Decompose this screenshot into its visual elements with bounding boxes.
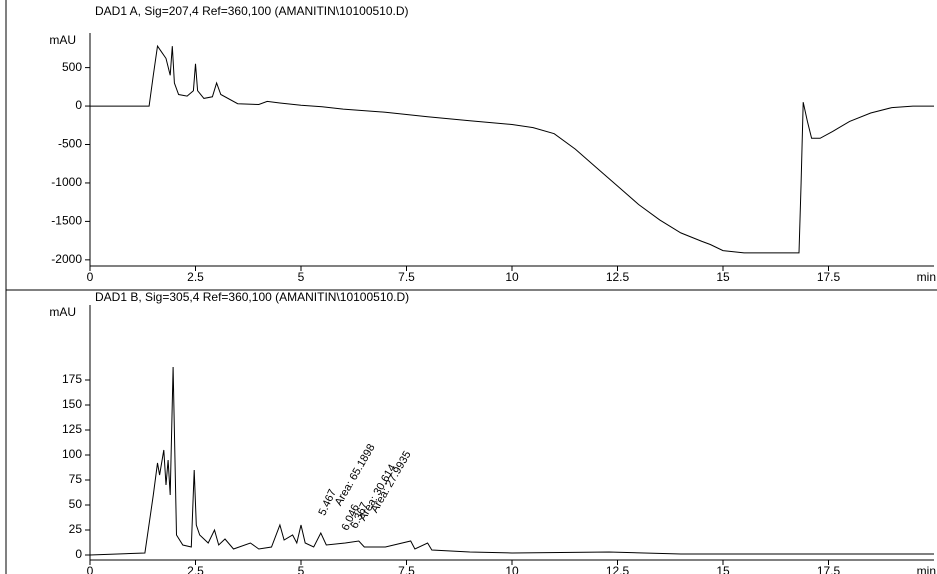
x-axis-label: min xyxy=(917,564,936,574)
chromatogram: DAD1 A, Sig=207,4 Ref=360,100 (AMANITIN\… xyxy=(0,0,937,574)
y-tick-label: 175 xyxy=(62,372,82,386)
chart-title: DAD1 B, Sig=305,4 Ref=360,100 (AMANITIN\… xyxy=(95,290,409,304)
x-tick-label: 7.5 xyxy=(398,564,415,574)
y-tick-label: -1000 xyxy=(51,175,82,189)
x-tick-label: 5 xyxy=(298,564,305,574)
x-tick-label: 7.5 xyxy=(398,270,415,284)
background xyxy=(0,0,937,574)
y-tick-label: -500 xyxy=(58,137,82,151)
x-tick-label: 10 xyxy=(505,564,519,574)
x-tick-label: 15 xyxy=(716,270,730,284)
y-tick-label: 100 xyxy=(62,447,82,461)
y-tick-label: 50 xyxy=(69,497,83,511)
x-tick-label: 2.5 xyxy=(187,270,204,284)
y-tick-label: 500 xyxy=(62,60,82,74)
x-tick-label: 15 xyxy=(716,564,730,574)
y-tick-label: -2000 xyxy=(51,252,82,266)
chart-title: DAD1 A, Sig=207,4 Ref=360,100 (AMANITIN\… xyxy=(95,4,409,18)
x-tick-label: 12.5 xyxy=(606,270,630,284)
x-tick-label: 12.5 xyxy=(606,564,630,574)
x-tick-label: 17.5 xyxy=(817,270,841,284)
y-axis-label: mAU xyxy=(49,33,76,47)
y-tick-label: -1500 xyxy=(51,214,82,228)
y-tick-label: 0 xyxy=(75,547,82,561)
x-tick-label: 17.5 xyxy=(817,564,841,574)
y-tick-label: 150 xyxy=(62,397,82,411)
y-tick-label: 75 xyxy=(69,472,83,486)
x-tick-label: 0 xyxy=(87,564,94,574)
x-tick-label: 5 xyxy=(298,270,305,284)
y-axis-label: mAU xyxy=(49,305,76,319)
y-tick-label: 125 xyxy=(62,422,82,436)
x-axis-label: min xyxy=(917,270,936,284)
x-tick-label: 10 xyxy=(505,270,519,284)
y-tick-label: 25 xyxy=(69,522,83,536)
x-tick-label: 0 xyxy=(87,270,94,284)
y-tick-label: 0 xyxy=(75,98,82,112)
x-tick-label: 2.5 xyxy=(187,564,204,574)
